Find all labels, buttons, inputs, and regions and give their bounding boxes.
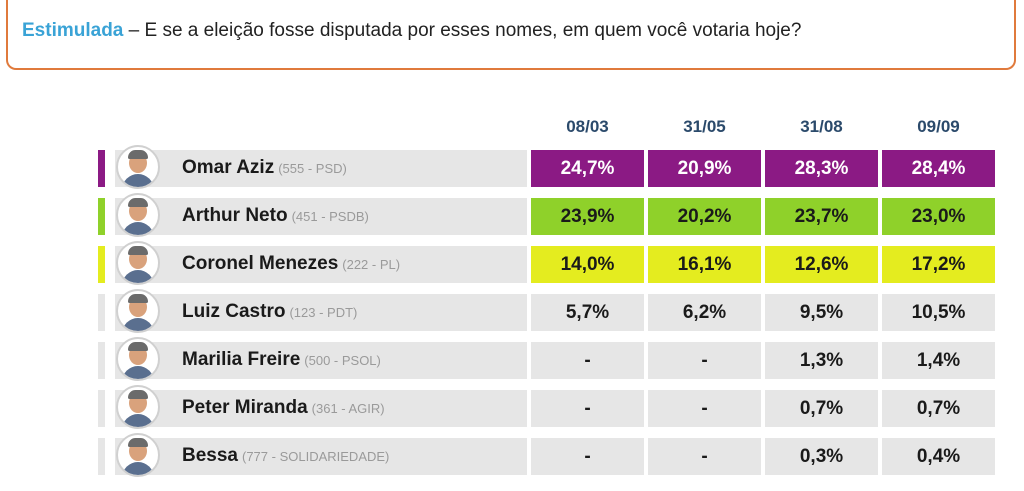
value-cell: 0,3% — [765, 438, 878, 475]
candidate-party: (361 - AGIR) — [311, 401, 385, 416]
value-cell: 5,7% — [531, 294, 644, 331]
person-photo-icon — [116, 193, 160, 237]
candidate-name-cell — [115, 150, 527, 187]
person-photo-icon — [116, 145, 160, 189]
row-color-stripe — [98, 150, 105, 187]
value-cell: 0,7% — [882, 390, 995, 427]
value-cell: 23,0% — [882, 198, 995, 235]
value-cell: 1,3% — [765, 342, 878, 379]
candidate-name: Luiz Castro (123 - PDT) — [182, 301, 358, 322]
value-cell: 0,4% — [882, 438, 995, 475]
value-cell: - — [531, 342, 644, 379]
value-cell: 28,3% — [765, 150, 878, 187]
value-cell: 0,7% — [765, 390, 878, 427]
value-cell: 14,0% — [531, 246, 644, 283]
value-cell: 24,7% — [531, 150, 644, 187]
candidate-name: Bessa (777 - SOLIDARIEDADE) — [182, 445, 390, 466]
question-label: Estimulada — [22, 20, 124, 41]
value-cell: - — [648, 438, 761, 475]
candidate-name-cell — [115, 438, 527, 475]
person-photo-icon — [116, 385, 160, 429]
person-photo-icon — [116, 241, 160, 285]
row-color-stripe — [98, 390, 105, 427]
candidate-party: (777 - SOLIDARIEDADE) — [242, 449, 390, 464]
candidate-name-cell — [115, 342, 527, 379]
candidate-party: (451 - PSDB) — [291, 209, 369, 224]
candidate-name-cell — [115, 390, 527, 427]
row-color-stripe — [98, 342, 105, 379]
question-text: Estimulada – E se a eleição fosse disput… — [22, 20, 801, 42]
value-cell: - — [531, 438, 644, 475]
candidate-row: Marilia Freire (500 - PSOL) - -1,3% 1,4% — [98, 337, 996, 381]
candidate-name: Peter Miranda (361 - AGIR) — [182, 397, 385, 418]
value-cell: 12,6% — [765, 246, 878, 283]
question-body: – E se a eleição fosse disputada por ess… — [123, 20, 802, 41]
value-cell: - — [648, 390, 761, 427]
person-photo-icon — [116, 433, 160, 477]
value-cell: 23,9% — [531, 198, 644, 235]
column-date-1: 08/03 — [566, 117, 609, 136]
column-date-4: 09/09 — [917, 117, 960, 136]
candidate-name: Marilia Freire (500 - PSOL) — [182, 349, 381, 370]
candidate-name-cell — [115, 246, 527, 283]
column-date-2: 31/05 — [683, 117, 726, 136]
value-cell: 1,4% — [882, 342, 995, 379]
value-cell: 17,2% — [882, 246, 995, 283]
value-cell: - — [648, 342, 761, 379]
value-cell: 9,5% — [765, 294, 878, 331]
value-cell: 20,9% — [648, 150, 761, 187]
candidate-party: (555 - PSD) — [278, 161, 347, 176]
row-color-stripe — [98, 198, 105, 235]
candidate-name: Arthur Neto (451 - PSDB) — [182, 205, 369, 226]
candidate-row: Bessa (777 - SOLIDARIEDADE) - -0,3% 0,4% — [98, 433, 996, 477]
value-cell: 6,2% — [648, 294, 761, 331]
date-header: 08/03 31/05 31/08 09/09 — [0, 117, 1024, 141]
candidate-party: (222 - PL) — [342, 257, 401, 272]
row-color-stripe — [98, 246, 105, 283]
value-cell: 28,4% — [882, 150, 995, 187]
candidate-row: Arthur Neto (451 - PSDB) 23,9% 20,2% 23,7% 23… — [98, 193, 996, 237]
column-date-3: 31/08 — [800, 117, 843, 136]
row-color-stripe — [98, 294, 105, 331]
candidate-row: Luiz Castro (123 - PDT) 5,7% 6,2% 9,5% 10,5% — [98, 289, 996, 333]
candidate-name-cell — [115, 294, 527, 331]
person-photo-icon — [116, 337, 160, 381]
value-cell: 20,2% — [648, 198, 761, 235]
candidate-name: Omar Aziz (555 - PSD) — [182, 157, 347, 178]
candidate-name: Coronel Menezes (222 - PL) — [182, 253, 401, 274]
question-box: Estimulada – E se a eleição fosse disput… — [6, 0, 1016, 70]
row-color-stripe — [98, 438, 105, 475]
candidate-name-cell — [115, 198, 527, 235]
value-cell: 23,7% — [765, 198, 878, 235]
value-cell: 16,1% — [648, 246, 761, 283]
candidate-row: Coronel Menezes (222 - PL) 14,0% 16,1% 12,6%… — [98, 241, 996, 285]
candidate-party: (500 - PSOL) — [304, 353, 381, 368]
value-cell: 10,5% — [882, 294, 995, 331]
candidate-row: Peter Miranda (361 - AGIR) - -0,7% 0,7% — [98, 385, 996, 429]
candidate-party: (123 - PDT) — [289, 305, 358, 320]
candidate-row: Omar Aziz (555 - PSD) 24,7% 20,9% 28,3% 28,4% — [98, 145, 996, 189]
person-photo-icon — [116, 289, 160, 333]
value-cell: - — [531, 390, 644, 427]
